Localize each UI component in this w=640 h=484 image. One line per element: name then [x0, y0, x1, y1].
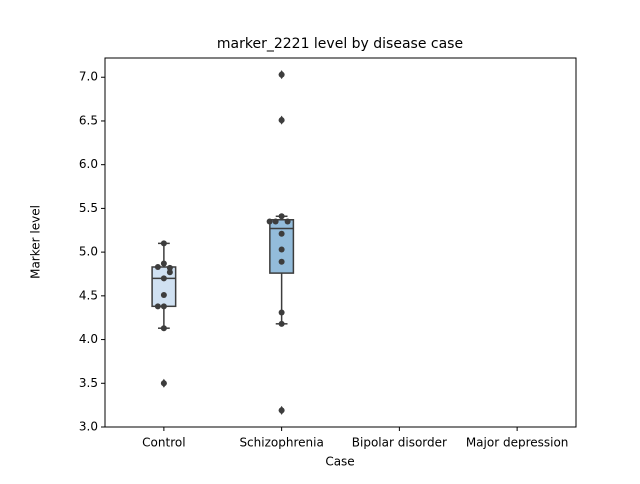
x-tick-label: Schizophrenia — [239, 436, 323, 450]
y-tick-label: 7.0 — [79, 70, 98, 84]
box — [269, 219, 295, 274]
plot-frame — [104, 57, 577, 428]
y-tick-label: 5.0 — [79, 245, 98, 259]
data-point — [278, 230, 285, 237]
chart-title: marker_2221 level by disease case — [217, 36, 463, 52]
data-point — [160, 275, 167, 282]
x-tick-label: Bipolar disorder — [352, 436, 447, 450]
y-tick-label: 4.0 — [79, 332, 98, 346]
data-point — [160, 291, 167, 298]
x-axis-label: Case — [325, 455, 354, 469]
data-point — [154, 303, 161, 310]
data-point — [160, 240, 167, 247]
x-tick-label: Major depression — [466, 436, 569, 450]
data-point — [278, 309, 285, 316]
data-point — [278, 71, 285, 78]
data-point — [266, 218, 273, 225]
y-tick-label: 3.0 — [79, 420, 98, 434]
x-tick-label: Control — [142, 436, 185, 450]
data-point — [278, 213, 285, 220]
data-point — [272, 218, 279, 225]
y-tick-label: 6.0 — [79, 157, 98, 171]
data-point — [278, 320, 285, 327]
y-axis-label: Marker level — [29, 205, 43, 279]
data-point — [160, 380, 167, 387]
data-point — [166, 269, 173, 276]
data-point — [278, 407, 285, 414]
data-point — [278, 258, 285, 265]
data-point — [278, 246, 285, 253]
data-point — [166, 264, 173, 271]
data-point — [160, 325, 167, 332]
data-point — [278, 117, 285, 124]
data-point — [160, 260, 167, 267]
data-point — [284, 218, 291, 225]
y-tick-label: 6.5 — [79, 113, 98, 127]
data-point — [160, 303, 167, 310]
data-point — [154, 263, 161, 270]
y-tick-label: 4.5 — [79, 288, 98, 302]
y-tick-label: 5.5 — [79, 201, 98, 215]
y-tick-label: 3.5 — [79, 376, 98, 390]
